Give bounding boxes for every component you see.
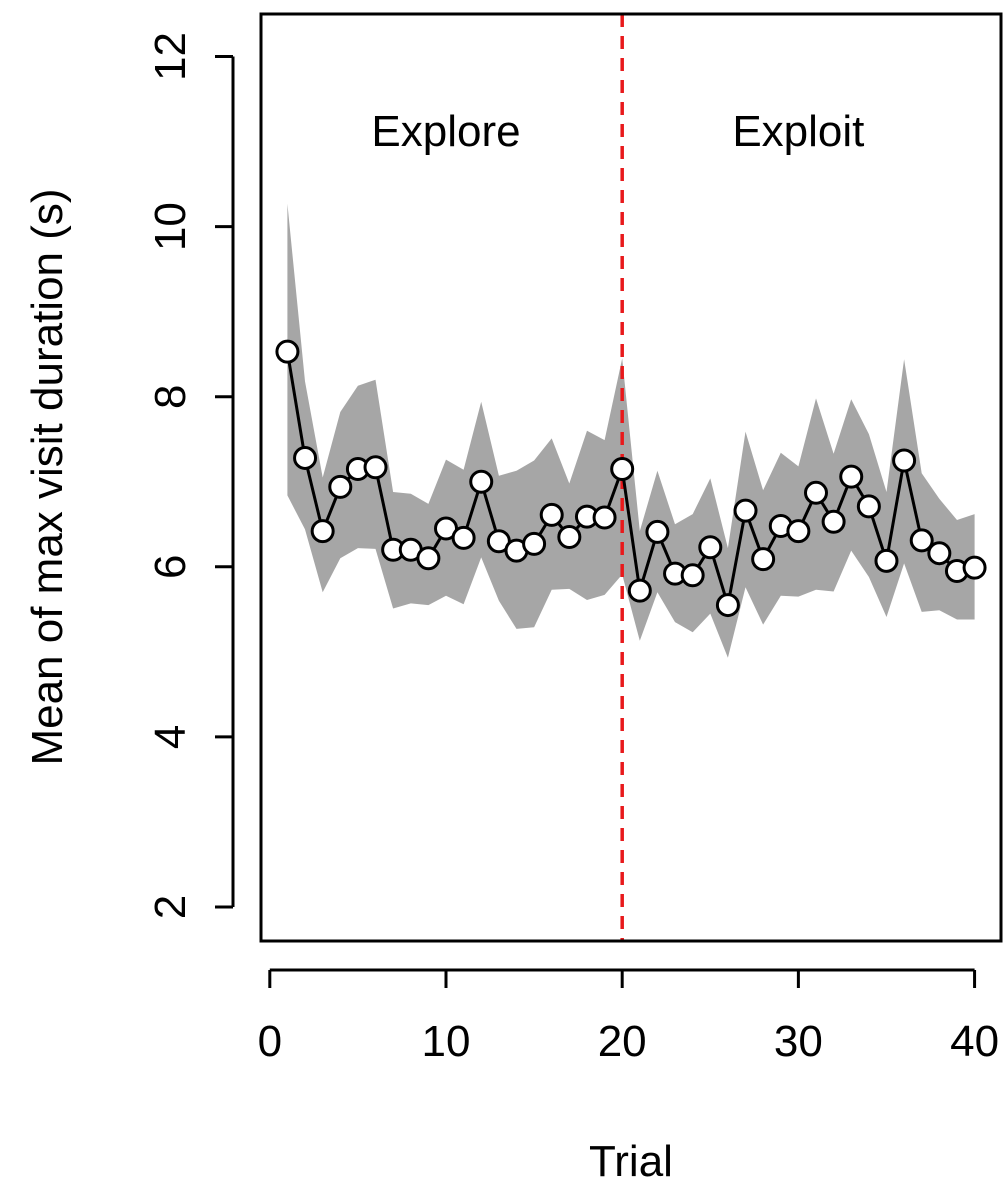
data-point — [524, 533, 545, 554]
data-point — [964, 557, 985, 578]
data-point — [735, 500, 756, 521]
x-axis-title: Trial — [589, 1137, 673, 1186]
data-point — [312, 521, 333, 542]
data-point — [277, 341, 298, 362]
data-point — [858, 496, 879, 517]
data-point — [295, 447, 316, 468]
data-point — [753, 549, 774, 570]
data-point — [594, 507, 615, 528]
data-point — [453, 527, 474, 548]
data-point — [471, 471, 492, 492]
data-point — [806, 482, 827, 503]
data-point — [629, 580, 650, 601]
x-tick-label: 10 — [422, 1017, 471, 1066]
y-tick-label: 6 — [146, 555, 195, 579]
y-tick-label: 12 — [146, 32, 195, 81]
x-tick-label: 40 — [950, 1017, 999, 1066]
data-point — [365, 457, 386, 478]
x-tick-label: 20 — [598, 1017, 647, 1066]
data-point — [612, 458, 633, 479]
data-point — [330, 476, 351, 497]
x-axis: 0 10 20 30 40 — [258, 970, 999, 1066]
region-labels: Explore Exploit — [371, 107, 864, 156]
data-point — [929, 543, 950, 564]
data-point — [682, 565, 703, 586]
region-label-explore: Explore — [371, 107, 520, 156]
y-axis: 2 4 6 8 10 12 — [146, 32, 233, 919]
y-tick-label: 4 — [146, 725, 195, 749]
data-point — [717, 595, 738, 616]
region-label-exploit: Exploit — [732, 107, 864, 156]
y-tick-label: 10 — [146, 202, 195, 251]
data-point — [647, 521, 668, 542]
data-point — [788, 521, 809, 542]
data-point — [418, 548, 439, 569]
data-point — [559, 527, 580, 548]
y-tick-label: 2 — [146, 895, 195, 919]
y-axis-title: Mean of max visit duration (s) — [23, 188, 72, 765]
data-point — [823, 511, 844, 532]
data-point — [894, 450, 915, 471]
x-tick-label: 0 — [258, 1017, 282, 1066]
data-point — [841, 466, 862, 487]
data-point — [541, 504, 562, 525]
data-point — [700, 537, 721, 558]
data-point — [876, 550, 897, 571]
y-tick-label: 8 — [146, 384, 195, 408]
x-tick-label: 30 — [774, 1017, 823, 1066]
